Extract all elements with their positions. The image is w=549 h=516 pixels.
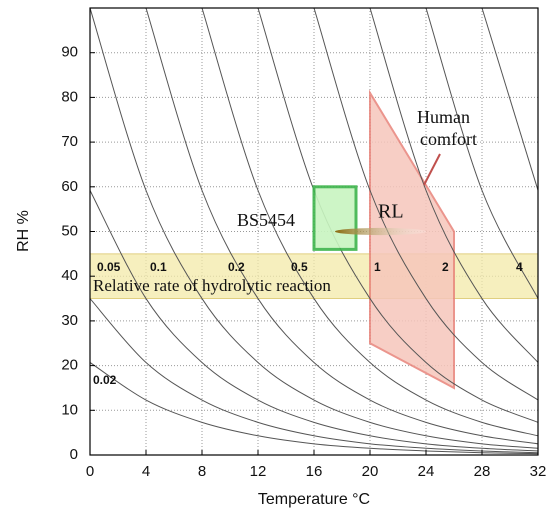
curve-label: 0.02 xyxy=(93,373,117,387)
isoperm-line xyxy=(90,362,538,455)
x-tick-label: 32 xyxy=(530,463,547,480)
rate-label: 0.2 xyxy=(228,260,245,274)
region-label: Human xyxy=(417,107,470,127)
band-label: Relative rate of hydrolytic reaction xyxy=(93,276,331,295)
region-label: BS5454 xyxy=(237,210,295,230)
y-tick-label: 50 xyxy=(61,222,78,239)
x-tick-label: 4 xyxy=(142,463,150,480)
rate-label: 0.05 xyxy=(97,260,121,274)
rate-label: 0.5 xyxy=(291,260,308,274)
x-tick-label: 28 xyxy=(474,463,491,480)
y-tick-label: 70 xyxy=(61,133,78,150)
y-axis-label: RH % xyxy=(15,210,32,252)
isoperm-line xyxy=(90,8,538,449)
comfort-region xyxy=(369,89,455,390)
y-tick-label: 10 xyxy=(61,401,78,418)
annotation-line xyxy=(423,153,441,186)
x-tick-label: 8 xyxy=(198,463,206,480)
axes-frame xyxy=(89,7,539,456)
bs5454-region xyxy=(312,185,358,251)
isoperm-line xyxy=(90,298,538,454)
x-axis-label: Temperature °C xyxy=(258,491,370,508)
isoperm-line xyxy=(201,8,538,437)
x-tick-label: 0 xyxy=(86,463,94,480)
annotations: 0.05 0.1 0.2 0.5 1 2 4 Relative rate of hydroly… xyxy=(89,52,539,456)
x-tick-label: 24 xyxy=(418,463,435,480)
band xyxy=(90,253,538,299)
y-tick-label: 90 xyxy=(61,44,78,61)
rate-label: 2 xyxy=(442,260,449,274)
y-tick-label: 0 xyxy=(70,446,78,463)
rl-region xyxy=(335,227,426,236)
region-label: RL xyxy=(378,201,404,223)
y-tick-label: 20 xyxy=(61,357,78,374)
x-tick-label: 20 xyxy=(362,463,379,480)
x-tick-label: 12 xyxy=(250,463,267,480)
rl-ellipse xyxy=(335,227,426,236)
region-label: comfort xyxy=(420,129,477,149)
y-tick-label: 40 xyxy=(61,267,78,284)
y-tick-label: 60 xyxy=(61,178,78,195)
isoperm-line xyxy=(313,8,538,401)
isoperm-line xyxy=(425,8,538,299)
isoperm-line xyxy=(90,190,538,452)
isoperm-line xyxy=(481,8,538,191)
isoperm-line xyxy=(257,8,538,423)
y-tick-label: 80 xyxy=(61,88,78,105)
rate-label: 4 xyxy=(516,260,523,274)
rate-label: 1 xyxy=(374,260,381,274)
x-tick-label: 16 xyxy=(306,463,323,480)
plot-area xyxy=(90,8,538,455)
y-tick-label: 30 xyxy=(61,312,78,329)
isoperm-line xyxy=(145,8,538,445)
rate-label: 0.1 xyxy=(150,260,167,274)
isoperm-line xyxy=(369,8,538,363)
